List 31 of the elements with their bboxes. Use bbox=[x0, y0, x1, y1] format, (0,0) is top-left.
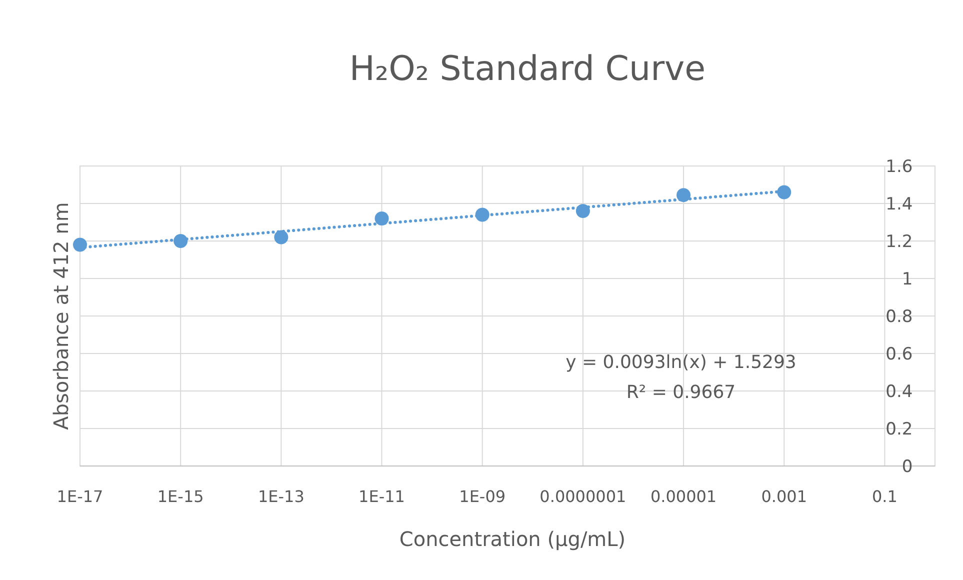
x-tick-label: 1E-11 bbox=[358, 487, 405, 506]
y-tick-label: 1.6 bbox=[886, 157, 913, 177]
y-tick-label: 0.2 bbox=[886, 420, 913, 440]
y-tick-label: 0.8 bbox=[886, 307, 913, 327]
x-axis-title: Concentration (μg/mL) bbox=[399, 527, 626, 551]
y-tick-label: 0.6 bbox=[886, 344, 913, 364]
x-tick-label: 1E-13 bbox=[258, 487, 304, 506]
annotation: y = 0.0093ln(x) + 1.5293 bbox=[566, 352, 796, 373]
x-tick-label: 0.0000001 bbox=[540, 487, 626, 506]
x-tick-label: 1E-09 bbox=[459, 487, 506, 506]
x-tick-label: 0.1 bbox=[872, 487, 898, 506]
annotation: R² = 0.9667 bbox=[626, 382, 736, 403]
x-tick-label: 0.00001 bbox=[650, 487, 717, 506]
point bbox=[676, 188, 691, 202]
point bbox=[475, 208, 490, 222]
y-tick-label: 0 bbox=[902, 457, 913, 477]
y-tick-label: 0.4 bbox=[886, 382, 913, 402]
point bbox=[73, 238, 87, 252]
chart-title: H₂O₂ Standard Curve bbox=[349, 49, 706, 89]
x-tick-label: 1E-17 bbox=[56, 487, 104, 506]
point bbox=[274, 230, 288, 244]
point bbox=[174, 234, 188, 248]
y-tick-label: 1.4 bbox=[886, 194, 913, 214]
x-tick-label: 1E-15 bbox=[157, 487, 204, 506]
point bbox=[374, 212, 389, 226]
point bbox=[777, 185, 792, 200]
y-axis-title: Absorbance at 412 nm bbox=[49, 202, 73, 430]
y-tick-label: 1 bbox=[902, 270, 913, 290]
point bbox=[576, 204, 590, 218]
y-tick-label: 1.2 bbox=[886, 232, 913, 252]
x-tick-label: 0.001 bbox=[761, 487, 808, 506]
